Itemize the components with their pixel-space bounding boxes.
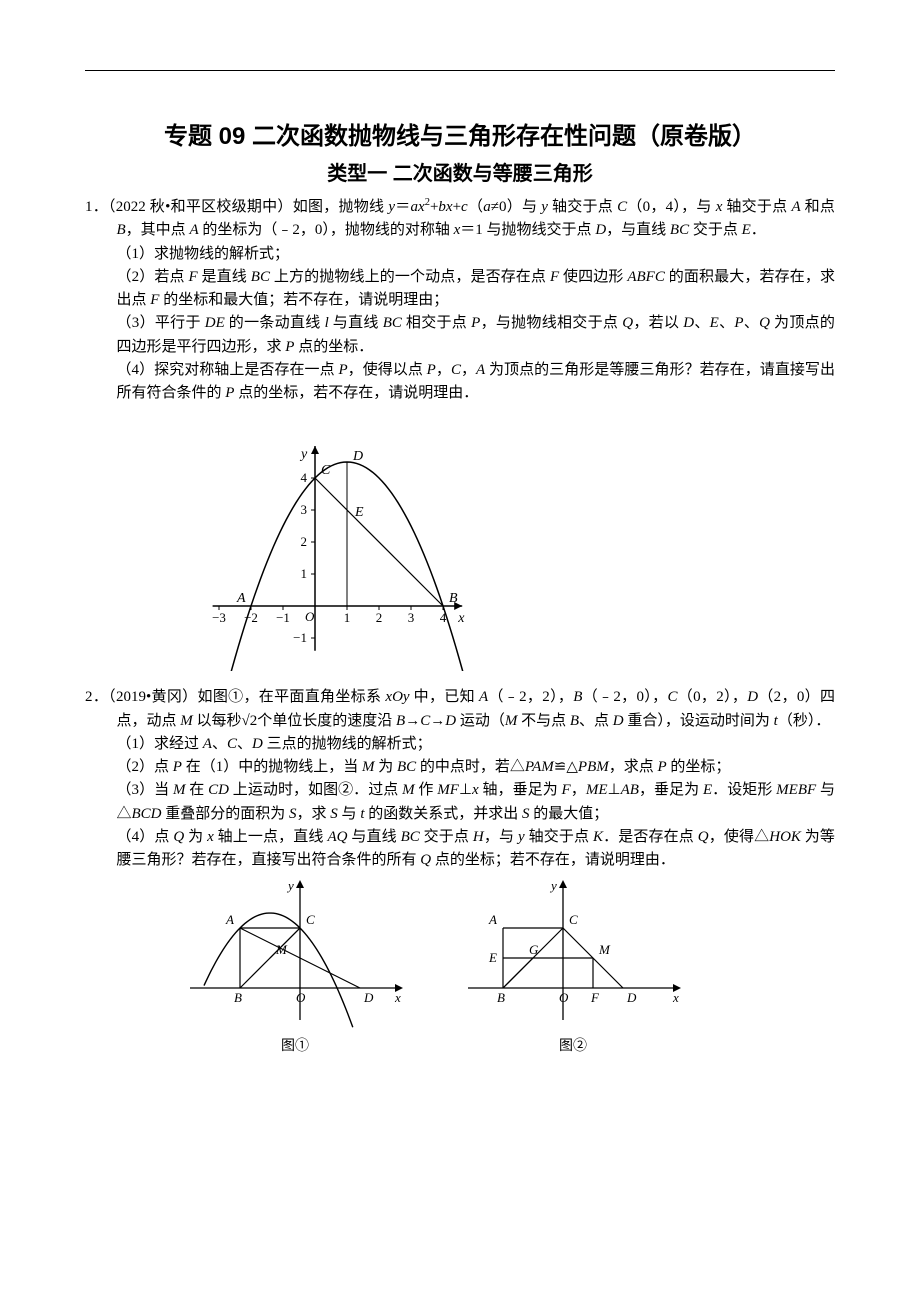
- svg-text:4: 4: [301, 470, 308, 485]
- page: 专题 09 二次函数抛物线与三角形存在性问题（原卷版） 类型一 二次函数与等腰三…: [0, 0, 920, 1302]
- problem-2-sub-1: （1）求经过 A、C、D 三点的抛物线的解析式；: [85, 733, 835, 756]
- svg-text:B: B: [234, 990, 242, 1005]
- document-title: 专题 09 二次函数抛物线与三角形存在性问题（原卷版）: [85, 116, 835, 151]
- problem-1-sub-3: （3）平行于 DE 的一条动直线 l 与直线 BC 相交于点 P，与抛物线相交于…: [85, 312, 835, 359]
- problem-1-sub-4: （4）探究对称轴上是否存在一点 P，使得以点 P，C，A 为顶点的三角形是等腰三…: [85, 359, 835, 406]
- svg-text:D: D: [626, 990, 637, 1005]
- problem-1-figure: −3−2−11234−11234OxyABCDE: [205, 411, 465, 671]
- svg-text:C: C: [321, 463, 331, 478]
- problem-number: 2．: [85, 689, 108, 705]
- svg-text:y: y: [549, 878, 557, 893]
- problem-2-sub-2: （2）点 P 在（1）中的抛物线上，当 M 为 BC 的中点时，若△PAM≌△P…: [85, 756, 835, 779]
- svg-text:3: 3: [301, 502, 308, 517]
- svg-text:A: A: [488, 912, 497, 927]
- svg-text:D: D: [363, 990, 374, 1005]
- section-subtitle: 类型一 二次函数与等腰三角形: [85, 157, 835, 186]
- svg-text:1: 1: [344, 610, 351, 625]
- svg-text:E: E: [488, 950, 497, 965]
- problem-2-figure-1: x y O A B C D M: [185, 878, 405, 1028]
- svg-text:F: F: [590, 990, 600, 1005]
- svg-text:O: O: [559, 990, 569, 1005]
- problem-2-figure-2-caption: 图②: [463, 1035, 683, 1055]
- svg-text:2: 2: [376, 610, 383, 625]
- svg-text:x: x: [394, 990, 401, 1005]
- problem-1: 1．（2022 秋•和平区校级期中）如图，抛物线 y＝ax2+bx+c（a≠0）…: [85, 196, 835, 676]
- problem-1-figure-wrap: −3−2−11234−11234OxyABCDE: [85, 411, 835, 676]
- problem-2-figure-1-caption: 图①: [185, 1035, 405, 1055]
- problem-source: （2022 秋•和平区校级期中）: [108, 199, 293, 215]
- svg-text:B: B: [497, 990, 505, 1005]
- problem-1-sub-1: （1）求抛物线的解析式；: [85, 243, 835, 266]
- problem-1-head: 1．（2022 秋•和平区校级期中）如图，抛物线 y＝ax2+bx+c（a≠0）…: [85, 196, 835, 243]
- svg-text:1: 1: [301, 566, 308, 581]
- svg-text:A: A: [225, 912, 234, 927]
- problem-1-sub-2: （2）若点 F 是直线 BC 上方的抛物线上的一个动点，是否存在点 F 使四边形…: [85, 266, 835, 313]
- problem-2: 2．（2019•黄冈）如图①，在平面直角坐标系 xOy 中，已知 A（﹣2，2）…: [85, 686, 835, 1055]
- header-rule: [85, 70, 835, 71]
- problem-2-figures: x y O A B C D M 图① x y O A B C D E F G M 图②: [85, 878, 835, 1055]
- svg-text:3: 3: [408, 610, 415, 625]
- svg-text:O: O: [296, 990, 306, 1005]
- svg-text:D: D: [352, 449, 363, 464]
- svg-text:A: A: [236, 591, 246, 606]
- svg-text:−3: −3: [212, 610, 226, 625]
- svg-text:y: y: [299, 447, 308, 462]
- svg-text:C: C: [306, 912, 315, 927]
- problem-2-figure-2: x y O A B C D E F G M: [463, 878, 683, 1028]
- svg-text:M: M: [598, 942, 611, 957]
- problem-2-figure-1-col: x y O A B C D M 图①: [185, 878, 405, 1055]
- problem-2-sub-3: （3）当 M 在 CD 上运动时，如图②．过点 M 作 MF⊥x 轴，垂足为 F…: [85, 779, 835, 826]
- svg-text:y: y: [286, 878, 294, 893]
- problem-2-head: 2．（2019•黄冈）如图①，在平面直角坐标系 xOy 中，已知 A（﹣2，2）…: [85, 686, 835, 733]
- svg-text:−1: −1: [293, 630, 307, 645]
- problem-2-stem: 如图①，在平面直角坐标系 xOy 中，已知 A（﹣2，2），B（﹣2，0），C（…: [117, 689, 835, 728]
- problem-2-figure-2-col: x y O A B C D E F G M 图②: [463, 878, 683, 1055]
- svg-text:C: C: [569, 912, 578, 927]
- svg-text:M: M: [275, 942, 288, 957]
- problem-2-sub-4: （4）点 Q 为 x 轴上一点，直线 AQ 与直线 BC 交于点 H，与 y 轴…: [85, 826, 835, 873]
- problem-number: 1．: [85, 199, 108, 215]
- svg-text:E: E: [354, 505, 364, 520]
- svg-text:G: G: [529, 942, 539, 957]
- svg-text:B: B: [449, 591, 458, 606]
- svg-text:x: x: [457, 611, 465, 626]
- problem-source: （2019•黄冈）: [108, 689, 197, 705]
- svg-text:O: O: [305, 609, 315, 624]
- svg-text:x: x: [672, 990, 679, 1005]
- svg-text:−1: −1: [276, 610, 290, 625]
- svg-text:2: 2: [301, 534, 308, 549]
